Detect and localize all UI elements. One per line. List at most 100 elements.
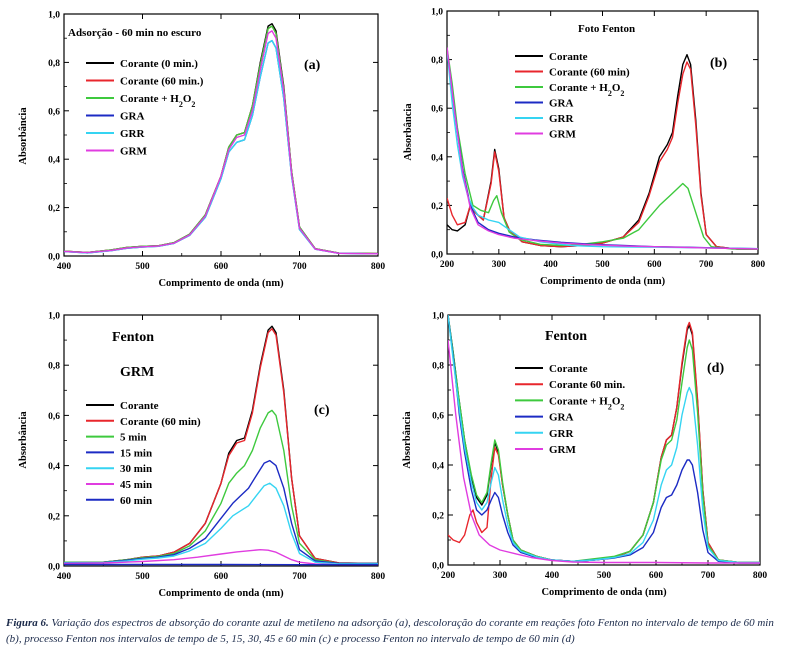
y-tick-label: 0,0 <box>431 251 443 261</box>
x-axis-title: Comprimento de onda (nm) <box>541 587 667 598</box>
y-tick-label: 0,0 <box>48 563 60 573</box>
plot-frame <box>446 10 759 255</box>
chart-panel-d: 200 300 400 500 600 700 800 0,0 0,2 0,4 0,6 0,8 1,0 C… <box>402 312 767 599</box>
x-tick-label: 400 <box>544 260 559 270</box>
y-tick-label: 0,2 <box>48 204 60 214</box>
y-tick-label: 0,6 <box>48 412 60 422</box>
y-axis-title: Absorbância <box>402 411 413 469</box>
legend-label: 30 min <box>120 463 152 475</box>
series-line-3 <box>64 409 378 565</box>
series-line-5 <box>64 482 378 565</box>
legend-label: Corante <box>120 400 159 412</box>
x-tick-label: 700 <box>701 571 716 581</box>
x-tick-label: 400 <box>545 571 560 581</box>
y-tick-label: 0,8 <box>48 59 60 69</box>
y-tick-label: 0,2 <box>48 512 60 522</box>
series-line-1 <box>448 315 760 564</box>
series-line-3 <box>64 25 378 255</box>
x-tick-label: 200 <box>440 260 455 270</box>
series-line-4 <box>448 315 760 564</box>
x-tick-label: 500 <box>135 262 150 272</box>
legend-label: GRA <box>549 98 574 110</box>
chart-panel-a: 400 500 600 700 800 0,0 0,2 0,4 0,6 0,8 1,0 Comprim… <box>18 11 385 290</box>
x-tick-label: 600 <box>214 572 229 582</box>
x-tick-label: 800 <box>751 260 766 270</box>
series-line-5 <box>448 315 760 564</box>
legend-label: Corante (60 min) <box>120 416 201 428</box>
legend-label: Corante <box>549 363 588 375</box>
legend-label: Corante 60 min. <box>549 379 625 391</box>
y-axis-title: Absorbância <box>18 107 29 165</box>
legend-label: GRR <box>549 113 575 125</box>
chart-subtitle: GRM <box>120 365 154 380</box>
x-tick-label: 800 <box>371 572 386 582</box>
series-line-6 <box>64 549 378 566</box>
chart-title: Fenton <box>545 329 587 344</box>
panel-letter: (a) <box>304 58 321 73</box>
series-line-6 <box>448 339 760 564</box>
caption-label: Figura 6. <box>6 617 49 629</box>
x-tick-label: 700 <box>292 572 307 582</box>
y-tick-label: 0,8 <box>431 56 443 66</box>
y-tick-label: 0,0 <box>48 253 60 263</box>
y-axis-title: Absorbância <box>403 103 414 161</box>
legend-label: Corante (60 min.) <box>120 76 204 88</box>
y-tick-label: 0,4 <box>432 462 444 472</box>
y-tick-label: 0,8 <box>432 362 444 372</box>
y-tick-label: 0,0 <box>432 562 444 572</box>
caption-text: Variação dos espectros de absorção do co… <box>6 617 774 645</box>
x-tick-label: 800 <box>753 571 768 581</box>
x-axis-title: Comprimento de onda (nm) <box>158 278 284 289</box>
y-tick-label: 1,0 <box>48 11 60 21</box>
x-tick-label: 300 <box>493 571 508 581</box>
legend-label: GRM <box>120 146 148 158</box>
x-axis-title: Comprimento de onda (nm) <box>540 276 666 287</box>
x-tick-label: 400 <box>57 572 72 582</box>
y-tick-label: 1,0 <box>48 312 60 322</box>
series-line-6 <box>64 30 378 255</box>
x-tick-label: 200 <box>441 571 456 581</box>
x-tick-label: 700 <box>292 262 307 272</box>
x-tick-label: 400 <box>57 262 72 272</box>
x-tick-label: 600 <box>214 262 229 272</box>
y-tick-label: 0,6 <box>48 107 60 117</box>
legend-label: 15 min <box>120 447 152 459</box>
y-tick-label: 0,6 <box>431 105 443 115</box>
plot-frame <box>63 13 379 257</box>
x-axis-title: Comprimento de onda (nm) <box>158 588 284 599</box>
chart-panel-b: 200 300 400 500 600 700 800 0,0 0,2 0,4 0,6 0,8 1,0 C… <box>403 8 765 288</box>
chart-title: Fenton <box>112 330 154 345</box>
chart-title: Foto Fenton <box>578 23 635 35</box>
legend-label: GRR <box>120 128 146 140</box>
legend-label: 5 min <box>120 432 147 444</box>
series-line-5 <box>64 39 378 255</box>
legend-label: Corante <box>549 51 588 63</box>
x-tick-label: 600 <box>647 260 662 270</box>
figure-panels: 400 500 600 700 800 0,0 0,2 0,4 0,6 0,8 1,0 Comprim… <box>18 8 767 600</box>
legend-label: Corante (0 min.) <box>120 58 198 70</box>
y-axis-title: Absorbância <box>18 411 29 469</box>
y-tick-label: 0,4 <box>48 156 60 166</box>
legend-label: Corante + H2O2 <box>549 82 624 98</box>
legend-label: Corante + H2O2 <box>549 395 624 411</box>
series-line-4 <box>64 459 378 565</box>
legend-label: GRA <box>549 412 574 424</box>
x-tick-label: 300 <box>492 260 507 270</box>
legend-label: GRR <box>549 428 575 440</box>
y-tick-label: 0,6 <box>432 412 444 422</box>
panel-letter: (b) <box>710 56 727 71</box>
legend-label: GRM <box>549 129 577 141</box>
y-tick-label: 1,0 <box>432 312 444 322</box>
figure-caption: Figura 6. Variação dos espectros de abso… <box>6 615 782 647</box>
y-tick-label: 0,8 <box>48 362 60 372</box>
x-tick-label: 700 <box>699 260 714 270</box>
series-line-6 <box>447 47 758 250</box>
series-line-4 <box>447 49 758 250</box>
chart-title: Adsorção - 60 min no escuro <box>68 27 202 39</box>
series-line-4 <box>64 39 378 255</box>
legend-label: Corante + H2O2 <box>120 93 195 109</box>
panel-letter: (c) <box>314 403 330 418</box>
x-tick-label: 800 <box>371 262 386 272</box>
x-tick-label: 500 <box>597 571 612 581</box>
legend-label: 60 min <box>120 495 152 507</box>
